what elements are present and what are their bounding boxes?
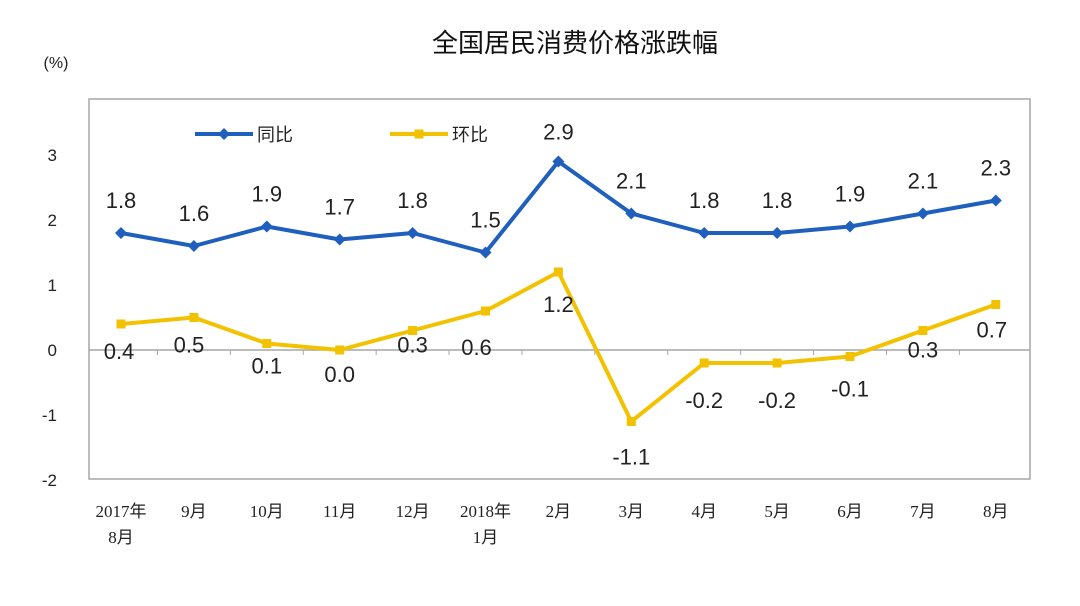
y-tick-label: -2 bbox=[42, 471, 57, 490]
data-point-mom bbox=[553, 267, 563, 277]
data-label-yoy: 1.9 bbox=[252, 182, 283, 207]
y-axis-unit: (%) bbox=[44, 55, 69, 72]
x-category-label: 2月 bbox=[546, 502, 572, 521]
data-label-yoy: 2.3 bbox=[981, 156, 1012, 181]
data-label-yoy: 1.6 bbox=[179, 201, 210, 226]
data-label-mom: 0.3 bbox=[908, 338, 939, 363]
data-label-yoy: 1.5 bbox=[470, 208, 501, 233]
data-point-mom bbox=[772, 358, 782, 368]
data-point-yoy bbox=[333, 233, 346, 246]
data-point-mom bbox=[335, 345, 345, 355]
data-point-mom bbox=[262, 339, 272, 348]
series-line-yoy bbox=[120, 159, 997, 255]
y-tick-label: -1 bbox=[42, 406, 57, 425]
data-point-mom bbox=[626, 417, 636, 426]
legend-label: 同比 bbox=[257, 125, 293, 146]
x-category-label: 5月 bbox=[764, 502, 790, 521]
data-label-mom: 0.4 bbox=[104, 339, 135, 364]
data-point-yoy bbox=[552, 155, 565, 168]
data-point-yoy bbox=[989, 194, 1002, 207]
data-point-yoy bbox=[916, 207, 929, 220]
x-category-label: 2018年 bbox=[460, 502, 511, 521]
data-point-yoy bbox=[406, 227, 419, 239]
data-point-yoy bbox=[625, 207, 638, 220]
x-category-label: 8月 bbox=[108, 528, 134, 547]
data-label-mom: 0.3 bbox=[397, 333, 428, 358]
data-label-mom: 0.7 bbox=[977, 318, 1008, 343]
data-label-yoy: 1.9 bbox=[835, 182, 866, 207]
plot-frame bbox=[88, 98, 1031, 480]
data-label-mom: 0.6 bbox=[461, 335, 492, 360]
series-layer bbox=[115, 155, 1002, 426]
legend-swatch-marker bbox=[414, 129, 424, 139]
data-label-yoy: 1.8 bbox=[689, 188, 720, 213]
data-point-yoy bbox=[260, 220, 273, 233]
data-point-mom bbox=[189, 313, 199, 322]
data-label-yoy: 2.1 bbox=[908, 169, 939, 194]
x-category-label: 4月 bbox=[691, 502, 717, 521]
legend-swatch-marker bbox=[218, 128, 230, 140]
x-category-label: 2017年 bbox=[96, 502, 147, 521]
data-point-mom bbox=[408, 326, 418, 335]
data-point-yoy bbox=[479, 246, 492, 259]
legend: 同比 环比 bbox=[195, 125, 488, 146]
data-label-mom: 1.2 bbox=[543, 292, 574, 317]
chart-title: 全国居民消费价格涨跌幅 bbox=[432, 29, 718, 59]
data-labels: 1.8 1.6 1.9 1.7 1.8 1.5 2.9 2.1 1.8 1.8 1.9 2.1 2.3 0… bbox=[104, 120, 1011, 470]
data-label-yoy: 1.8 bbox=[106, 188, 137, 213]
x-category-label: 7月 bbox=[910, 502, 936, 521]
data-label-mom: 0.1 bbox=[252, 354, 283, 379]
data-label-yoy: 2.1 bbox=[616, 169, 647, 194]
legend-label: 环比 bbox=[452, 125, 488, 146]
data-label-mom: 0.0 bbox=[324, 362, 355, 387]
data-point-yoy bbox=[771, 227, 784, 239]
x-category-label: 9月 bbox=[181, 502, 207, 521]
x-category-label: 8月 bbox=[983, 502, 1009, 521]
x-category-label: 1月 bbox=[473, 528, 499, 547]
y-tick-label: 3 bbox=[48, 146, 57, 165]
data-label-mom: 0.5 bbox=[174, 333, 205, 358]
data-point-yoy bbox=[187, 240, 200, 252]
x-category-label: 11月 bbox=[323, 502, 356, 521]
data-point-mom bbox=[918, 326, 928, 335]
data-label-yoy: 1.8 bbox=[397, 188, 428, 213]
x-axis-categories: 2017年 8月 9月 10月 11月 12月 2018年 1月 2月 3月 4月 5月 6月 7月 8月 bbox=[96, 502, 1009, 547]
data-label-mom: -0.1 bbox=[831, 377, 869, 402]
y-tick-label: 2 bbox=[48, 211, 57, 230]
data-point-yoy bbox=[698, 227, 711, 239]
x-category-label: 12月 bbox=[396, 502, 430, 521]
data-label-yoy: 2.9 bbox=[543, 120, 574, 145]
data-label-mom: -1.1 bbox=[612, 445, 650, 470]
data-point-mom bbox=[481, 306, 490, 316]
data-label-mom: -0.2 bbox=[758, 388, 796, 413]
data-label-mom: -0.2 bbox=[685, 388, 723, 413]
data-point-yoy bbox=[844, 220, 856, 233]
x-category-label: 10月 bbox=[250, 502, 284, 521]
y-axis-ticks: 3 2 1 0 -1 -2 bbox=[42, 146, 57, 490]
data-point-mom bbox=[116, 319, 126, 329]
data-point-mom bbox=[991, 300, 1001, 309]
zero-axis bbox=[89, 349, 1030, 355]
data-label-yoy: 1.8 bbox=[762, 188, 793, 213]
y-tick-label: 0 bbox=[48, 341, 57, 360]
y-tick-label: 1 bbox=[48, 276, 57, 295]
data-point-yoy bbox=[115, 227, 127, 239]
data-point-mom bbox=[699, 358, 709, 368]
x-category-label: 3月 bbox=[619, 502, 645, 521]
data-label-yoy: 1.7 bbox=[324, 195, 355, 220]
x-category-label: 6月 bbox=[837, 502, 863, 521]
data-point-mom bbox=[845, 352, 855, 361]
